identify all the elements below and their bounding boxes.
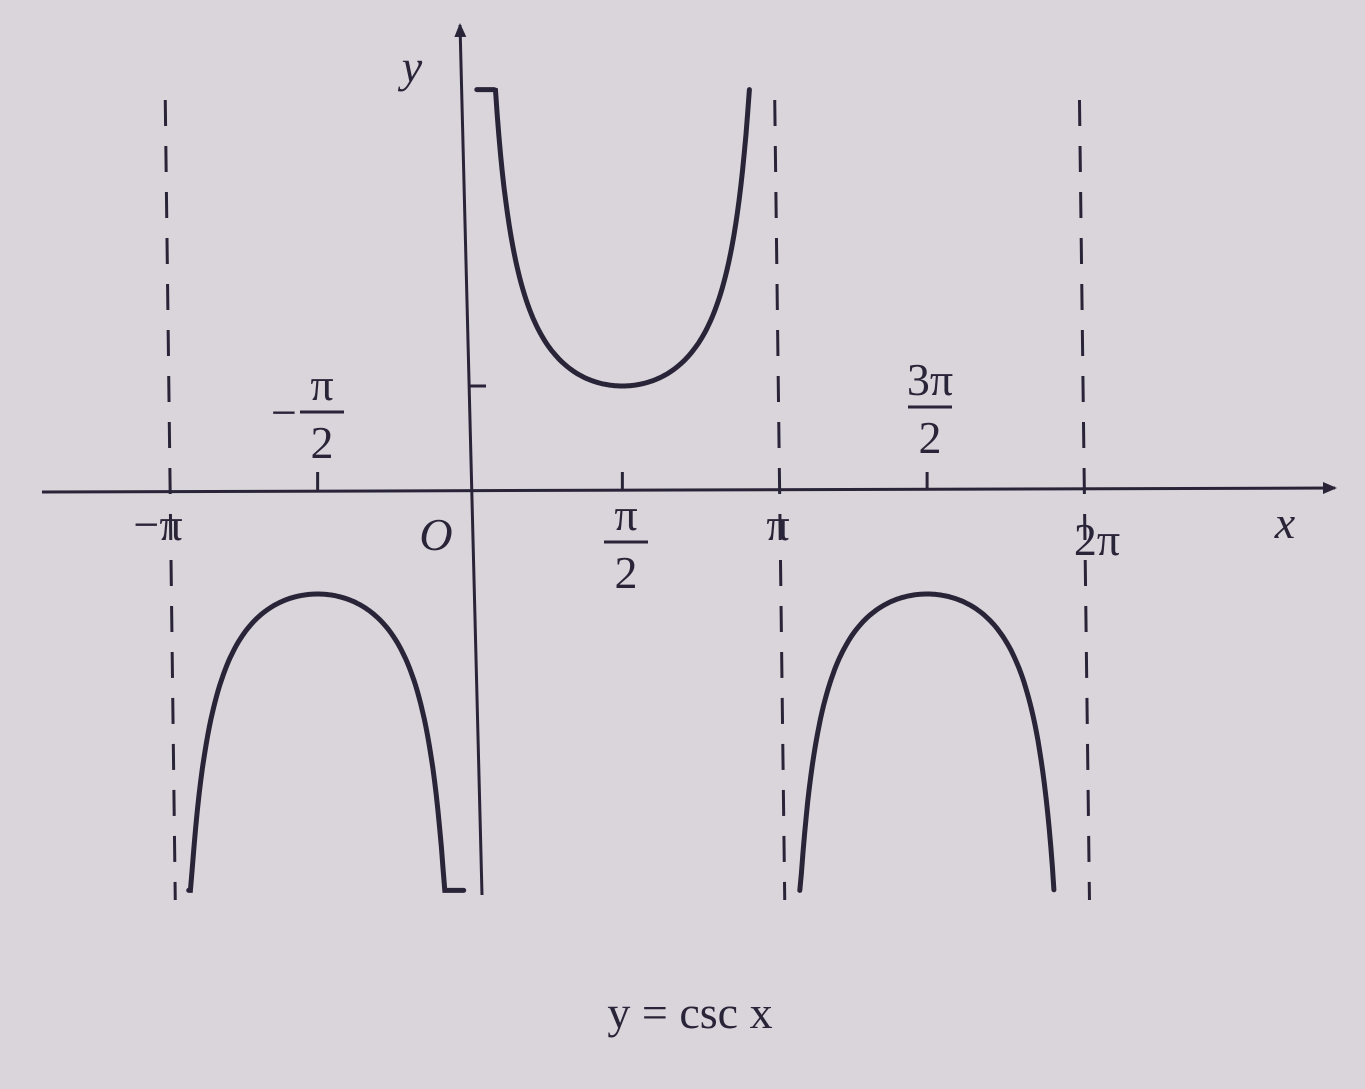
- tick-label-denominator: 2: [311, 417, 334, 468]
- x-axis: [41, 482, 1337, 495]
- tick-label: 3π2: [907, 354, 953, 463]
- chart-title: y = csc x: [607, 987, 772, 1038]
- asymptote-line: [163, 99, 177, 901]
- axes: [41, 23, 1337, 896]
- tick-label: π: [766, 499, 789, 550]
- asymptotes: [163, 99, 1091, 901]
- tick-label-denominator: 2: [919, 412, 942, 463]
- tick-label: π 2−: [271, 359, 344, 468]
- tick-label: 2π: [1074, 514, 1120, 565]
- ticks: [316, 384, 929, 490]
- tick-label-sign: −: [271, 387, 297, 438]
- asymptote-line: [773, 99, 787, 901]
- csc-branch-3: [797, 591, 1057, 893]
- asymptote-line: [1077, 99, 1091, 901]
- y-axis-label: y: [398, 41, 423, 92]
- x-axis-label: x: [1274, 497, 1296, 548]
- tick-label: −π: [133, 499, 182, 550]
- tick-label: π2: [604, 489, 648, 598]
- csc-branch-2: [474, 87, 752, 389]
- csc-branch-1: [186, 591, 467, 893]
- tick-label-numerator: π: [310, 359, 333, 410]
- tick-label-numerator: π: [614, 489, 637, 540]
- y-axis: [454, 23, 484, 896]
- tick-label-numerator: 3π: [907, 354, 953, 405]
- curves: [186, 87, 1057, 893]
- tick-label-denominator: 2: [615, 547, 638, 598]
- origin-label: O: [419, 509, 452, 560]
